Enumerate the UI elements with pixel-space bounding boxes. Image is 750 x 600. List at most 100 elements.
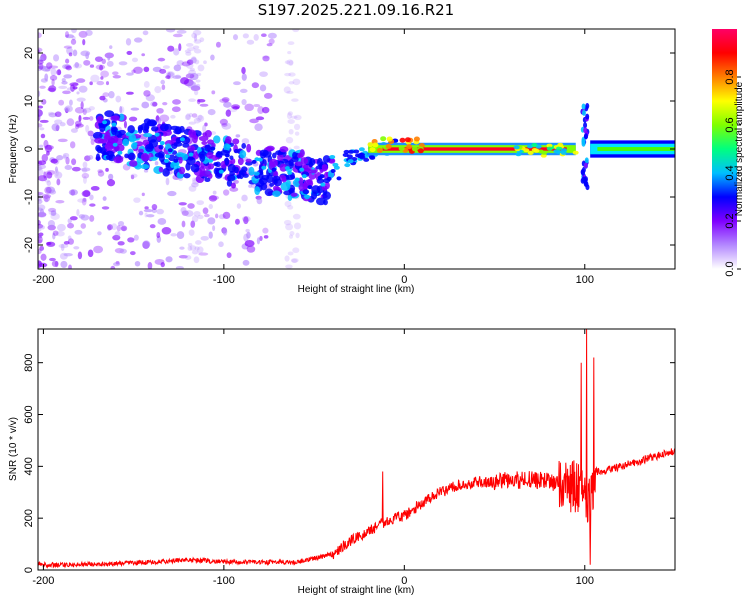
heatmap-blob (266, 174, 274, 184)
heatmap-blob (59, 252, 68, 260)
heatmap-blob (238, 169, 247, 175)
heatmap-blob (134, 260, 141, 267)
heatmap-blob (50, 158, 58, 164)
heatmap-blob (143, 118, 152, 125)
heatmap-blob (70, 128, 78, 133)
heatmap-blob (194, 34, 198, 42)
heatmap-blob (188, 152, 194, 157)
heatmap-blob (90, 186, 100, 191)
heatmap-blob (221, 123, 228, 127)
heatmap-blob (187, 47, 196, 51)
heatmap-blob (193, 210, 201, 217)
heatmap-blob (110, 265, 116, 269)
heatmap-blob (206, 139, 214, 145)
heatmap-blob (372, 142, 379, 148)
heatmap-blob (82, 108, 87, 115)
heatmap-blob (38, 239, 43, 244)
heatmap-blob (287, 251, 294, 256)
heatmap-blob (288, 234, 294, 239)
heatmap-blob (102, 196, 107, 201)
heatmap-blob (68, 264, 72, 269)
heatmap-blob (113, 262, 121, 267)
heatmap-blob (188, 121, 196, 125)
heatmap-blob (156, 232, 161, 239)
heatmap-blob (227, 163, 236, 173)
heatmap-blob (226, 144, 232, 149)
heatmap-blob (95, 153, 101, 162)
heatmap-blob (46, 62, 53, 70)
heatmap-blob (583, 127, 588, 134)
heatmap-blob (143, 66, 150, 73)
heatmap-blob (288, 128, 294, 135)
heatmap-blob (82, 189, 91, 197)
heatmap-blob (263, 92, 273, 99)
heatmap-blob (142, 240, 151, 249)
heatmap-blob (246, 39, 255, 45)
heatmap-blob (272, 190, 281, 197)
heatmap-blob (117, 220, 125, 227)
heatmap-blob (181, 61, 191, 67)
snr-y-ticks: 0 200 400 600 800 (23, 354, 675, 573)
heatmap-blob (188, 112, 193, 118)
heatmap-blob (95, 144, 102, 152)
heatmap-blob (111, 223, 118, 231)
heatmap-blob (125, 38, 132, 46)
heatmap-blob (151, 126, 159, 132)
heatmap-blob (190, 85, 201, 91)
heatmap-blob (156, 107, 164, 114)
heatmap-blob (218, 169, 224, 174)
heatmap-blob (245, 228, 250, 233)
heatmap-blob (175, 265, 184, 269)
heatmap-blob (122, 138, 130, 147)
heatmap-blob (161, 84, 166, 91)
heatmap-blob (184, 255, 192, 260)
heatmap-blob (581, 103, 586, 110)
heatmap-blob (156, 208, 165, 215)
heatmap-blob (67, 222, 75, 229)
heatmap-blob (219, 118, 228, 126)
heatmap-blob (69, 141, 76, 149)
heatmap-blob (249, 118, 259, 124)
heatmap-blob (527, 150, 534, 155)
heatmap-blob (259, 235, 263, 242)
heatmap-blob (162, 102, 168, 106)
heatmap-blob (160, 262, 165, 268)
heatmap-blob (317, 175, 323, 180)
heatmap-blob (353, 149, 360, 154)
heatmap-blob (583, 162, 588, 169)
heatmap-blob (38, 175, 48, 182)
heatmap-blob (80, 50, 91, 57)
heatmap-blob (190, 163, 200, 173)
heatmap-blob (284, 166, 290, 171)
heatmap-blob (143, 133, 153, 138)
heatmap-blob (204, 122, 208, 127)
heatmap-blob (218, 241, 224, 248)
heatmap-blob (85, 29, 93, 36)
heatmap-blob (173, 141, 183, 147)
heatmap-blob (292, 247, 300, 254)
heatmap-blob (117, 150, 123, 155)
heatmap-blob (259, 71, 268, 78)
heatmap-blob (173, 48, 180, 56)
heatmap-blob (104, 110, 115, 118)
heatmap-blob (89, 203, 96, 207)
heatmap-blob (112, 71, 119, 76)
heatmap-blob (141, 192, 145, 197)
snr-x-tick-label: 100 (576, 575, 594, 587)
heatmap-blob (185, 43, 194, 47)
colorbar-tick-label: 0.6 (724, 117, 736, 132)
heatmap-blob (130, 173, 138, 178)
heatmap-blob (297, 152, 303, 160)
heatmap-blob (197, 214, 204, 220)
heatmap-blob (398, 145, 405, 151)
heatmap-blob (142, 30, 149, 36)
heatmap-blob (53, 54, 60, 62)
heatmap-blob (204, 130, 212, 138)
heatmap-blob (187, 72, 193, 78)
heatmap-blob (69, 82, 79, 87)
heatmap-blob (110, 115, 120, 122)
snr-y-tick-label: 200 (23, 509, 35, 527)
heatmap-blob (321, 164, 328, 171)
heatmap-blob (102, 120, 108, 125)
heatmap-blob (215, 213, 219, 219)
